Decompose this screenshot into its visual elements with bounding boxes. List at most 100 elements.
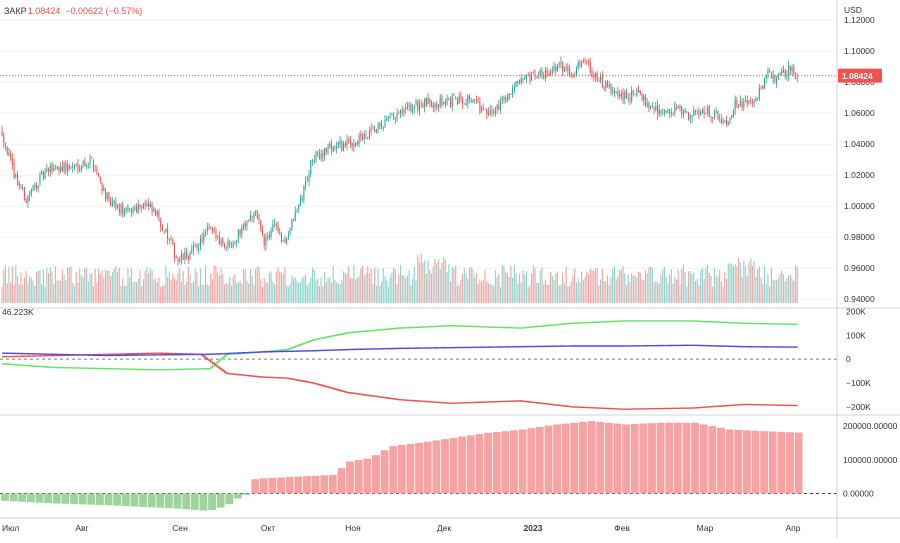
volume-bar: [453, 268, 455, 303]
net-position-bar: [61, 493, 70, 504]
net-position-bar: [27, 493, 35, 503]
volume-bar: [103, 277, 105, 303]
volume-bar: [298, 283, 300, 303]
volume-bar: [458, 284, 460, 303]
volume-bar: [586, 272, 588, 303]
candle-body: [715, 111, 717, 113]
net-position-bar: [397, 445, 406, 494]
cot-pane[interactable]: [2, 320, 798, 410]
net-position-bar: [372, 455, 380, 494]
volume-bar: [225, 282, 227, 303]
candle-body: [717, 111, 719, 119]
candle-body: [513, 86, 515, 90]
volume-bar: [788, 275, 790, 303]
candle-body: [467, 95, 469, 105]
candle-body: [394, 116, 396, 119]
volume-bar: [650, 266, 652, 303]
volume-bar: [275, 272, 277, 303]
volume-bar: [6, 283, 8, 303]
change-value: −0.00622 (−0.57%): [65, 6, 142, 16]
candle-body: [689, 116, 691, 119]
volume-bar: [353, 265, 355, 303]
volume-bar: [744, 266, 747, 303]
time-tick-label: Мар: [697, 523, 714, 533]
volume-bar: [434, 258, 436, 303]
candle-body: [518, 79, 521, 84]
net-position-bar: [277, 477, 285, 494]
candle-body: [605, 81, 607, 89]
candle-body: [217, 235, 219, 237]
volume-bar: [299, 282, 302, 303]
candle-body: [382, 128, 384, 130]
candle-body: [722, 120, 724, 122]
volume-bar: [327, 278, 329, 303]
candle-body: [317, 152, 319, 154]
volume-bar: [401, 274, 403, 303]
candle-body: [427, 97, 429, 105]
volume-bar: [361, 265, 364, 303]
candle-body: [520, 78, 522, 83]
cot-series-short: [2, 352, 798, 410]
volume-bar: [249, 268, 251, 303]
candle-body: [341, 141, 343, 150]
volume-bar: [712, 286, 714, 303]
candle-body: [594, 73, 596, 78]
net-position-bar: [337, 468, 346, 494]
volume-bar: [322, 286, 324, 303]
candle-body: [375, 129, 377, 133]
price-pane[interactable]: [0, 56, 837, 303]
net-position-bar: [717, 427, 725, 494]
candle-body: [35, 185, 38, 189]
candle-body: [412, 108, 414, 112]
net-position-pane[interactable]: [1, 421, 803, 511]
volume-bar: [587, 274, 590, 303]
candle-body: [1, 130, 3, 137]
candle-body: [643, 94, 645, 101]
candle-body: [308, 173, 310, 182]
candle-body: [437, 104, 439, 107]
volume-bar: [634, 275, 636, 303]
candle-body: [575, 69, 577, 75]
candle-body: [63, 163, 65, 172]
net-position-bar: [492, 431, 501, 494]
volume-bar: [793, 280, 795, 303]
candle-body: [484, 108, 486, 110]
candle-body: [148, 202, 150, 207]
candle-body: [453, 94, 455, 96]
candle-body: [10, 153, 12, 159]
net-tick-label: 200000.00000: [843, 421, 898, 431]
candle-body: [527, 74, 529, 76]
volume-bar: [223, 284, 226, 303]
candle-body: [343, 143, 345, 152]
candle-body: [372, 128, 374, 130]
volume-bar: [732, 266, 735, 303]
candle-body: [782, 69, 785, 72]
candle-body: [767, 70, 769, 75]
net-position-bar: [613, 423, 622, 494]
volume-bar: [332, 265, 334, 303]
candle-body: [305, 180, 307, 186]
volume-bar: [289, 283, 291, 303]
candle-body: [517, 81, 519, 83]
volume-bar: [763, 266, 766, 303]
net-position-bar: [415, 442, 423, 494]
candle-body: [738, 106, 740, 108]
volume-bar: [620, 269, 622, 303]
net-tick-label: 0.00000: [843, 488, 874, 498]
volume-bar: [508, 276, 510, 303]
volume-bar: [565, 266, 567, 303]
net-position-bar: [751, 430, 760, 494]
volume-bar: [796, 266, 798, 303]
candle-body: [253, 213, 255, 219]
candle-body: [724, 121, 726, 123]
candle-body: [272, 224, 274, 232]
candle-body: [751, 101, 753, 104]
candle-body: [665, 110, 667, 113]
volume-bar: [72, 283, 74, 303]
net-position-bar: [604, 422, 613, 494]
volume-bar: [501, 265, 503, 303]
volume-bar: [265, 282, 267, 303]
volume-bar: [581, 271, 583, 303]
volume-bar: [779, 274, 781, 303]
